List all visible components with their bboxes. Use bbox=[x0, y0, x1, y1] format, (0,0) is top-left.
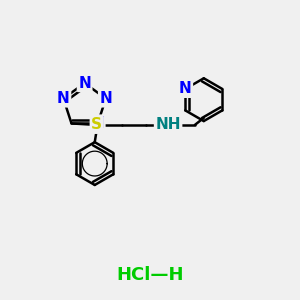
Text: S: S bbox=[91, 117, 102, 132]
Text: N: N bbox=[179, 82, 192, 97]
Text: N: N bbox=[99, 91, 112, 106]
Text: N: N bbox=[78, 76, 91, 91]
Text: N: N bbox=[57, 91, 70, 106]
Text: N: N bbox=[91, 116, 104, 131]
Text: NH: NH bbox=[155, 117, 181, 132]
Text: HCl—H: HCl—H bbox=[116, 266, 184, 284]
